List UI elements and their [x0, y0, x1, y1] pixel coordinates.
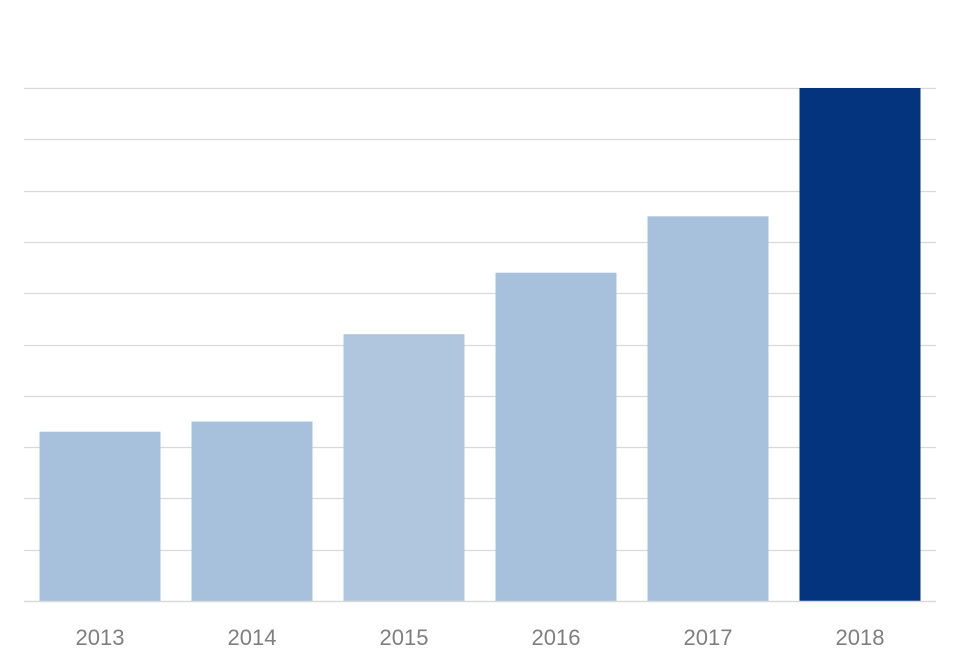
- x-tick-label: 2015: [380, 625, 429, 650]
- grid-lines: [24, 87, 936, 552]
- x-tick-labels: 2013 2014 2015 2016 2017 2018: [76, 625, 885, 650]
- bar-2013: [39, 431, 161, 601]
- x-tick-label: 2014: [228, 625, 277, 650]
- bars: [39, 88, 921, 602]
- x-tick-label: 2016: [532, 625, 581, 650]
- bar-2017: [647, 216, 769, 602]
- bar-2018: [799, 88, 921, 601]
- x-tick-label: 2017: [684, 625, 733, 650]
- bar-2016: [495, 272, 617, 601]
- x-tick-label: 2013: [76, 625, 125, 650]
- bar-2014: [191, 421, 313, 601]
- x-tick-label: 2018: [836, 625, 885, 650]
- bar-2015: [343, 334, 465, 601]
